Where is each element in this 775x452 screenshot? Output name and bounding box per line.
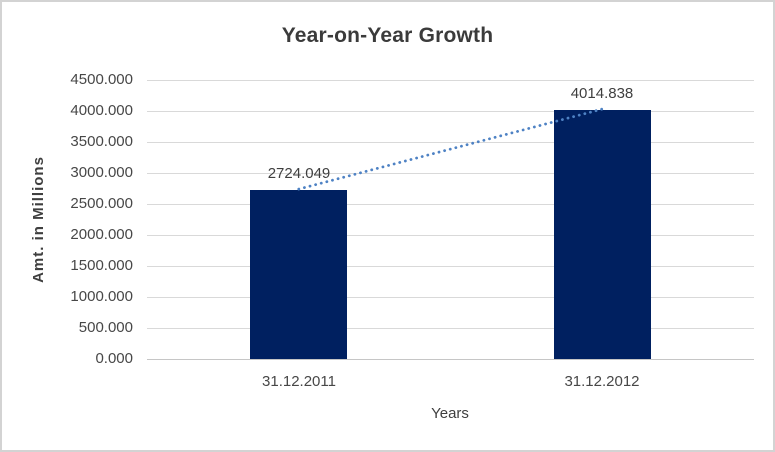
bar-31.12.2011 xyxy=(250,190,347,359)
gridline xyxy=(147,266,754,267)
y-tick-label: 500.000 xyxy=(78,319,133,336)
y-tick-label: 3500.000 xyxy=(70,133,133,150)
gridline xyxy=(147,142,754,143)
gridline xyxy=(147,204,754,205)
gridline xyxy=(147,111,754,112)
y-axis-title-box: Amt. in Millions xyxy=(16,79,60,359)
bar-31.12.2012 xyxy=(554,110,651,359)
x-axis-line xyxy=(147,359,754,360)
y-tick-label: 4500.000 xyxy=(70,71,133,88)
bar-data-label: 2724.049 xyxy=(267,165,331,182)
gridline xyxy=(147,235,754,236)
gridline xyxy=(147,328,754,329)
x-axis-title: Years xyxy=(431,405,469,422)
y-tick-label: 3000.000 xyxy=(70,164,133,181)
y-tick-label: 1500.000 xyxy=(70,257,133,274)
x-tick-label: 31.12.2011 xyxy=(262,373,336,390)
y-tick-label: 4000.000 xyxy=(70,102,133,119)
y-tick-label: 1000.000 xyxy=(70,288,133,305)
bar-data-label: 4014.838 xyxy=(570,85,634,102)
gridline xyxy=(147,297,754,298)
y-tick-label: 0.000 xyxy=(95,350,133,367)
y-tick-label: 2500.000 xyxy=(70,195,133,212)
gridline xyxy=(147,80,754,81)
x-tick-label: 31.12.2012 xyxy=(564,373,640,390)
y-tick-label: 2000.000 xyxy=(70,226,133,243)
chart-title: Year-on-Year Growth xyxy=(281,24,494,47)
